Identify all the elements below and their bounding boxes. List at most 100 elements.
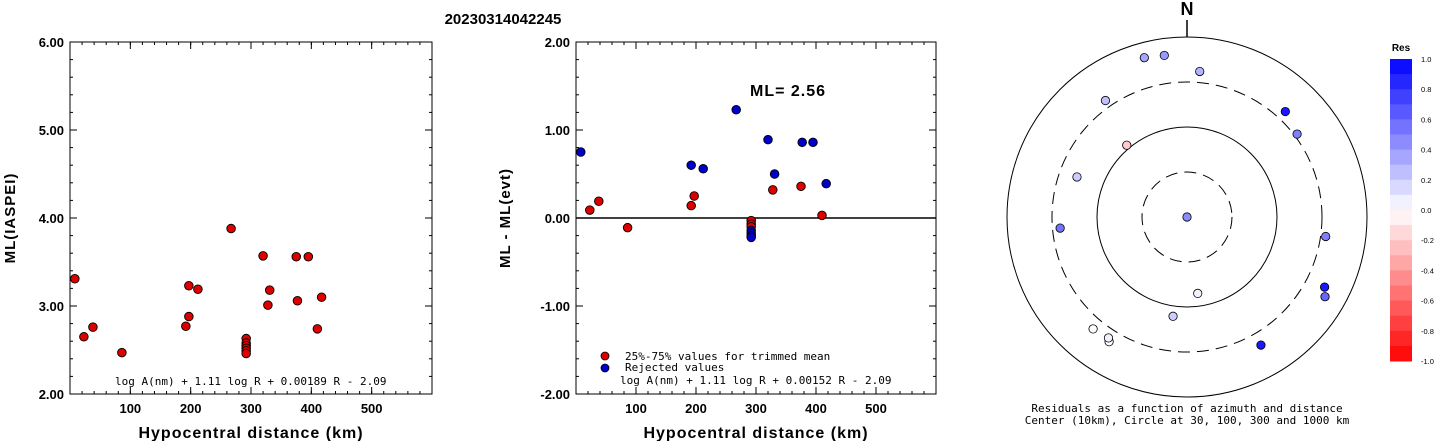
colorbar-tick-label: -0.6 — [1421, 297, 1434, 306]
data-point — [312, 324, 323, 334]
plot2-points — [576, 105, 831, 243]
plot2-xlabel: Hypocentral distance (km) — [643, 425, 868, 441]
data-point — [291, 251, 302, 262]
y-tick-label: -1.00 — [540, 299, 570, 314]
station-residual-point — [1320, 292, 1330, 302]
station-residual-point — [1139, 53, 1149, 63]
data-point — [796, 181, 806, 192]
data-point — [689, 191, 699, 201]
data-point — [316, 292, 327, 302]
data-point — [184, 281, 194, 291]
data-point — [264, 285, 275, 295]
y-tick-label: 2.00 — [545, 35, 570, 50]
station-residual-point — [1100, 95, 1111, 106]
data-point — [117, 347, 127, 358]
station-residual-point — [1292, 129, 1302, 139]
colorbar-cell — [1390, 134, 1412, 151]
plot2-ticks: 100 200 300 400 500 -2.00 -1.00 0.00 1.00 2.00 — [540, 35, 937, 416]
colorbar-tick-label: -0.4 — [1421, 266, 1434, 275]
colorbar-cell — [1390, 285, 1412, 302]
station-residual-point — [1195, 66, 1205, 77]
station-residual-point — [1280, 106, 1290, 117]
colorbar-cell — [1390, 164, 1412, 181]
station-residual-point — [1055, 223, 1065, 233]
data-point — [763, 134, 773, 145]
x-tick-label: 500 — [865, 401, 887, 416]
x-tick-label: 300 — [240, 401, 262, 416]
data-point — [181, 321, 191, 331]
colorbar-cell — [1390, 104, 1412, 120]
x-tick-label: 100 — [119, 401, 141, 416]
x-tick-label: 200 — [685, 401, 707, 416]
legend-marker-trimmed — [600, 351, 610, 361]
x-tick-label: 100 — [625, 401, 647, 416]
colorbar-ticks: 1.0 0.8 0.6 0.4 0.2 0.0 -0.2 -0.4 -0.6 -0.8 -1.0 — [1421, 55, 1434, 366]
colorbar-cell — [1390, 255, 1412, 271]
colorbar-tick-label: -1.0 — [1421, 357, 1434, 366]
plot1-ticks: 100 200 300 400 500 2.00 3.00 4.00 5.00 6.00 — [39, 35, 433, 416]
data-point — [686, 200, 696, 211]
plot1-xlabel: Hypocentral distance (km) — [138, 425, 363, 441]
legend-label-rejected: Rejected values — [625, 361, 724, 374]
colorbar-cell — [1390, 59, 1412, 75]
data-point — [258, 251, 268, 261]
colorbar-tick-label: 0.2 — [1421, 176, 1431, 185]
data-point — [292, 295, 303, 306]
x-tick-label: 200 — [180, 401, 202, 416]
y-tick-label: 4.00 — [39, 211, 64, 226]
plot1-ylabel: ML(IASPEI) — [2, 173, 19, 264]
colorbar-tick-label: -0.8 — [1421, 327, 1434, 336]
colorbar-cell — [1390, 194, 1412, 211]
colorbar-tick-label: 0.6 — [1421, 115, 1431, 124]
station-residual-point — [1088, 324, 1098, 334]
ml-vs-distance-plot: 100 200 300 400 500 2.00 3.00 4.00 5.00 6.00 Hypo… — [2, 35, 433, 441]
colorbar-cell — [1390, 74, 1412, 90]
colorbar-cell — [1390, 300, 1412, 317]
data-point — [79, 332, 89, 342]
data-point — [808, 137, 818, 148]
y-tick-label: 3.00 — [39, 299, 64, 314]
colorbar-tick-label: 0.0 — [1421, 206, 1431, 215]
data-point — [821, 178, 831, 189]
y-tick-label: 1.00 — [545, 123, 570, 138]
colorbar-cell — [1390, 330, 1412, 347]
north-label: N — [1181, 0, 1194, 19]
data-point — [769, 169, 780, 179]
y-tick-label: -2.00 — [540, 387, 570, 402]
residual-vs-distance-plot: 100 200 300 400 500 -2.00 -1.00 0.00 1.00 2.00 ML… — [497, 35, 937, 441]
data-point — [768, 185, 778, 195]
polar-points — [1055, 50, 1331, 350]
circle-30km — [1141, 171, 1233, 263]
colorbar-tick-label: 0.8 — [1421, 85, 1431, 94]
figure-title: 20230314042245 — [445, 11, 562, 28]
colorbar-cell — [1390, 240, 1412, 256]
data-point — [241, 348, 251, 359]
colorbar-title: Res — [1392, 43, 1411, 54]
y-tick-label: 0.00 — [545, 211, 570, 226]
circle-300km — [1051, 81, 1323, 353]
data-point — [585, 205, 595, 215]
plot1-formula: log A(nm) + 1.11 log R + 0.00189 R - 2.0… — [115, 375, 387, 388]
colorbar-cell — [1390, 315, 1412, 332]
station-residual-point — [1122, 140, 1132, 150]
residual-colorbar: Res 1.0 0.8 0.6 0.4 0.2 0.0 -0.2 -0.4 -0.6 -0.8 -1… — [1390, 43, 1434, 366]
colorbar-cell — [1390, 149, 1412, 166]
colorbar-cell — [1390, 210, 1412, 226]
station-residual-point — [1193, 288, 1203, 299]
station-residual-point — [1168, 311, 1178, 321]
legend-label-trimmed: 25%-75% values for trimmed mean — [625, 350, 830, 363]
x-tick-label: 400 — [805, 401, 827, 416]
colorbar-cell — [1390, 179, 1412, 196]
colorbar-tick-label: 0.4 — [1421, 146, 1431, 155]
colorbar-cell — [1390, 270, 1412, 286]
data-point — [698, 163, 708, 174]
x-tick-label: 300 — [745, 401, 767, 416]
y-tick-label: 2.00 — [39, 387, 64, 402]
circle-100km — [1096, 126, 1278, 308]
plot1-points — [70, 223, 327, 359]
data-point — [686, 160, 696, 170]
polar-caption-line2: Center (10km), Circle at 30, 100, 300 an… — [1025, 414, 1350, 427]
data-point — [303, 251, 314, 262]
data-point — [88, 322, 98, 332]
